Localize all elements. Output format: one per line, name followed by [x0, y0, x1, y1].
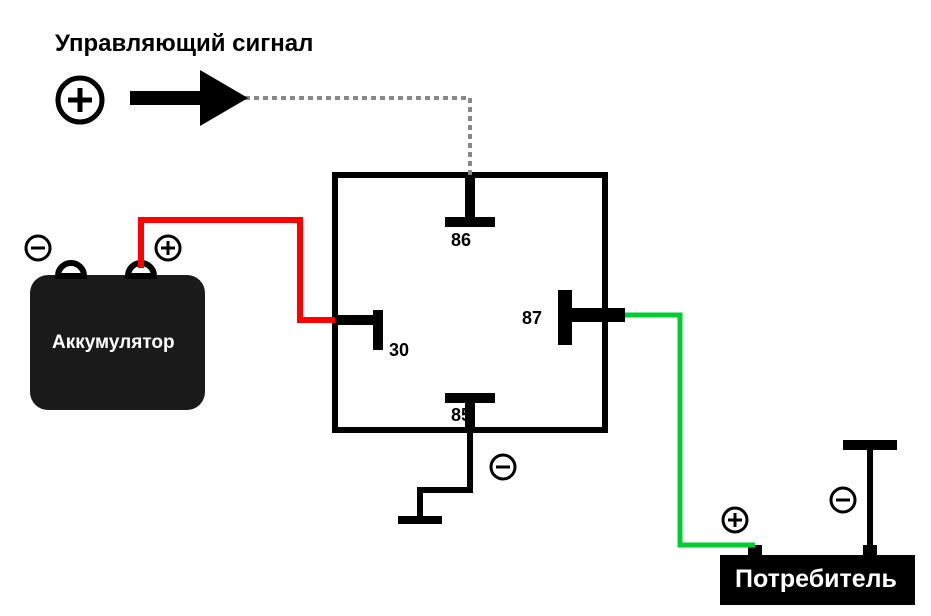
battery-terminal-neg-cap — [58, 263, 84, 276]
wire-black-85-ground — [420, 430, 470, 518]
polarity-relay85-neg — [491, 455, 515, 479]
polarity-signal-plus — [58, 78, 102, 122]
polarity-consumer-neg — [831, 488, 855, 512]
label-control-signal: Управляющий сигнал — [55, 30, 313, 58]
diagram-canvas — [0, 0, 931, 616]
label-pin-30: 30 — [389, 340, 409, 361]
label-battery: Аккумулятор — [52, 332, 175, 354]
label-pin-87: 87 — [522, 308, 542, 329]
signal-arrow-icon — [130, 70, 248, 126]
wire-gray-signal — [245, 98, 470, 175]
terminal-86 — [445, 175, 495, 222]
label-consumer: Потребитель — [735, 565, 897, 594]
label-pin-85: 85 — [451, 405, 471, 426]
polarity-battery-pos — [156, 236, 180, 260]
polarity-battery-neg — [26, 236, 50, 260]
wire-green — [625, 315, 755, 545]
polarity-consumer-pos — [723, 508, 747, 532]
terminal-30 — [335, 310, 378, 350]
terminal-87 — [565, 290, 625, 345]
label-pin-86: 86 — [451, 230, 471, 251]
consumer-terminal-neg — [863, 545, 877, 557]
